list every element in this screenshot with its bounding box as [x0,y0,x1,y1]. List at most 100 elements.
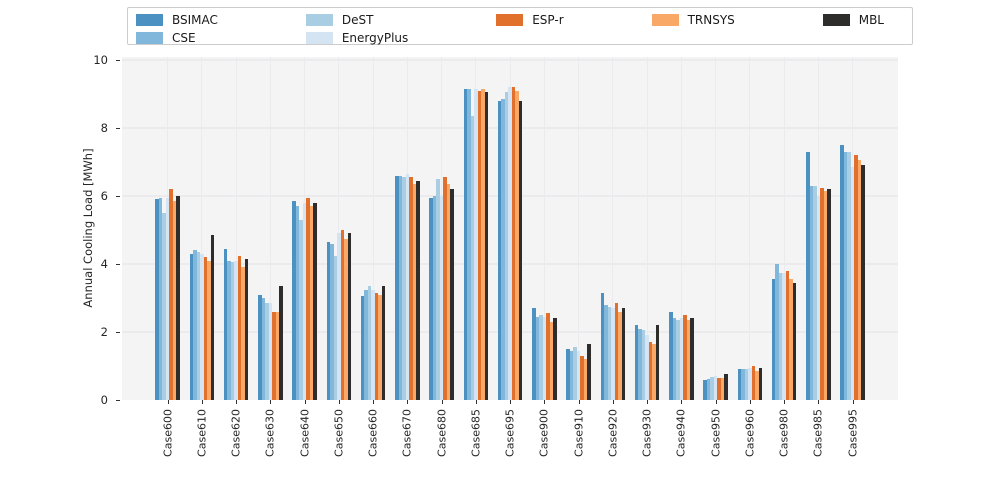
bar-bsimac-case985 [806,151,810,400]
bar-energyplus-case920 [611,308,615,400]
x-tick-label-case920: Case920 [606,409,620,457]
bar-mbl-case920 [621,308,625,400]
x-tick-label-case650: Case650 [332,409,346,457]
legend-entry-energyplus: EnergyPlus [305,30,409,46]
x-tick-label-case950: Case950 [709,409,722,457]
bar-dest-case920 [607,306,611,400]
bar-dest-case640 [299,219,303,400]
bar-trnsys-case985 [823,190,827,400]
bar-dest-case980 [778,272,783,400]
bar-mbl-case940 [690,318,694,400]
bar-cse-case900 [535,316,539,400]
bar-bsimac-case620 [223,248,228,400]
bar-bsimac-case995 [840,145,844,400]
bar-mbl-case620 [244,258,249,400]
bar-energyplus-case960 [748,368,752,400]
bar-trnsys-case685 [481,88,485,400]
bar-bsimac-case900 [532,308,536,400]
bar-esp-r-case920 [614,303,618,400]
x-tick-mark [510,400,511,404]
gridline [749,57,751,400]
legend-label: EnergyPlus [341,31,409,45]
bar-cse-case920 [604,304,608,400]
bar-trnsys-case960 [755,371,759,400]
bar-esp-r-case680 [443,177,447,400]
x-tick-label-case620: Case620 [229,409,243,457]
x-tick-mark [647,400,648,404]
bar-energyplus-case685 [474,88,478,400]
bar-bsimac-case920 [600,292,604,400]
legend-swatch-esp-r [496,14,524,26]
bar-bsimac-case610 [189,253,193,400]
gridline [543,57,545,400]
bar-dest-case600 [162,213,166,400]
x-tick-label-case900: Case900 [537,409,551,457]
bar-cse-case610 [193,250,197,400]
x-tick-mark [270,400,272,404]
bar-bsimac-case685 [463,88,467,400]
bar-dest-case620 [230,262,235,400]
bar-energyplus-case660 [371,289,375,400]
bar-trnsys-case670 [412,184,416,400]
x-tick-label-case695: Case695 [503,409,517,457]
bar-bsimac-case600 [155,199,159,400]
legend-swatch-mbl [822,14,850,26]
bar-esp-r-case900 [546,313,550,400]
x-tick-label-case685: Case685 [469,409,483,457]
bar-esp-r-case695 [511,87,516,400]
gridline [715,57,716,400]
bar-trnsys-case620 [241,267,245,400]
legend-label: CSE [172,31,196,45]
bar-trnsys-case900 [549,321,553,400]
bar-trnsys-case980 [789,279,793,400]
bar-bsimac-case930 [634,325,639,400]
bar-mbl-case950 [724,373,728,400]
bar-esp-r-case640 [306,197,310,400]
x-tick-mark [612,400,614,404]
bar-mbl-case650 [347,233,351,400]
bar-cse-case985 [809,185,813,400]
bar-bsimac-case950 [703,379,707,400]
x-tick-mark [749,400,751,404]
bar-bsimac-case640 [292,201,296,400]
bar-bsimac-case630 [258,294,262,400]
bar-mbl-case600 [176,196,180,400]
bar-mbl-case960 [758,367,762,400]
legend-swatch-bsimac [136,14,163,26]
bar-energyplus-case910 [576,350,581,400]
bar-cse-case670 [398,175,402,400]
x-tick-label-case930: Case930 [640,409,654,457]
bar-energyplus-case650 [337,233,341,400]
x-tick-mark [681,400,683,404]
bar-dest-case680 [436,179,440,400]
bar-esp-r-case670 [409,177,413,400]
bar-trnsys-case950 [720,377,725,400]
x-tick-mark [441,400,443,404]
legend-column: DeST EnergyPlus [305,12,409,46]
bar-bsimac-case670 [395,175,399,400]
x-tick-mark [304,400,306,404]
plot-area [122,57,898,400]
bar-dest-case610 [196,252,200,400]
gridline [338,57,340,400]
bar-mbl-case930 [655,325,660,400]
bar-energyplus-case980 [782,272,786,400]
legend: BSIMAC CSE DeST EnergyPlus ESP-r TRNSYS MBL [127,7,913,45]
bar-cse-case630 [261,298,265,400]
y-tick-label: 4 [100,256,108,271]
bar-energyplus-case610 [200,253,204,400]
bar-esp-r-case980 [785,270,790,400]
gridline [680,57,682,400]
bar-cse-case620 [227,260,231,400]
bar-trnsys-case680 [446,184,451,400]
bar-dest-case685 [470,116,474,400]
x-tick-label-case600: Case600 [161,409,174,457]
bar-bsimac-case650 [326,241,330,400]
legend-swatch-trnsys [651,14,679,26]
bar-esp-r-case650 [340,230,344,400]
y-tick-mark [116,264,120,265]
bar-energyplus-case630 [268,303,272,400]
bar-trnsys-case650 [344,238,348,400]
bar-esp-r-case960 [751,366,755,400]
